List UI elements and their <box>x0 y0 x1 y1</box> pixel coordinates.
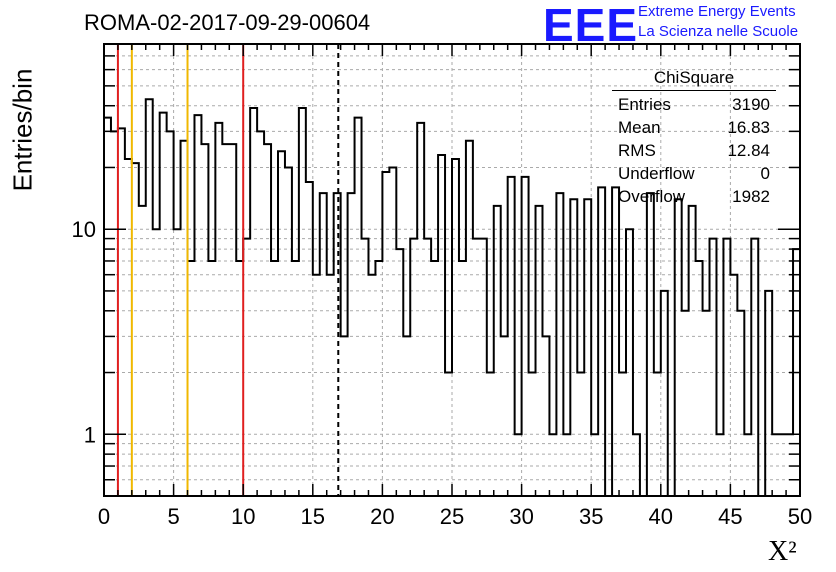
stats-box: ChiSquare Entries 3190 Mean 16.83 RMS 12.84… <box>612 68 776 208</box>
stats-value: 12.84 <box>727 141 770 160</box>
logo-tagline-2: La Scienza nelle Scuole <box>638 23 799 40</box>
stats-label: Entries <box>618 95 671 114</box>
stats-row: RMS 12.84 <box>612 139 776 162</box>
x-tick-label: 20 <box>370 504 394 529</box>
x-tick-label: 5 <box>167 504 179 529</box>
stats-row: Mean 16.83 <box>612 116 776 139</box>
stats-label: Underflow <box>618 164 695 183</box>
stats-row: Underflow 0 <box>612 162 776 185</box>
y-tick-label: 10 <box>72 217 96 242</box>
stats-label: Mean <box>618 118 661 137</box>
x-tick-label: 0 <box>98 504 110 529</box>
x-tick-label: 35 <box>579 504 603 529</box>
stats-value: 3190 <box>732 95 770 114</box>
chart-title: ROMA-02-2017-09-29-00604 <box>84 10 371 35</box>
stats-row: Entries 3190 <box>612 93 776 116</box>
stats-title: ChiSquare <box>612 68 776 91</box>
y-tick-label: 1 <box>84 422 96 447</box>
y-axis-label: Entries/bin <box>7 68 38 192</box>
x-tick-label: 10 <box>231 504 255 529</box>
x-tick-label: 45 <box>718 504 742 529</box>
x-tick-label: 25 <box>440 504 464 529</box>
x-tick-label: 15 <box>301 504 325 529</box>
x-tick-label: 50 <box>788 504 812 529</box>
stats-label: RMS <box>618 141 656 160</box>
x-axis-label: X² <box>768 536 797 567</box>
x-tick-label: 40 <box>649 504 673 529</box>
stats-value: 16.83 <box>727 118 770 137</box>
stats-value: 1982 <box>732 187 770 206</box>
logo-tagline-1: Extreme Energy Events <box>638 3 796 20</box>
histogram-series-line <box>104 98 800 497</box>
eee-logo: EEE <box>543 0 639 51</box>
x-tick-label: 30 <box>509 504 533 529</box>
stats-row: Overflow 1982 <box>612 185 776 208</box>
stats-label: Overflow <box>618 187 686 206</box>
stats-value: 0 <box>760 164 770 183</box>
